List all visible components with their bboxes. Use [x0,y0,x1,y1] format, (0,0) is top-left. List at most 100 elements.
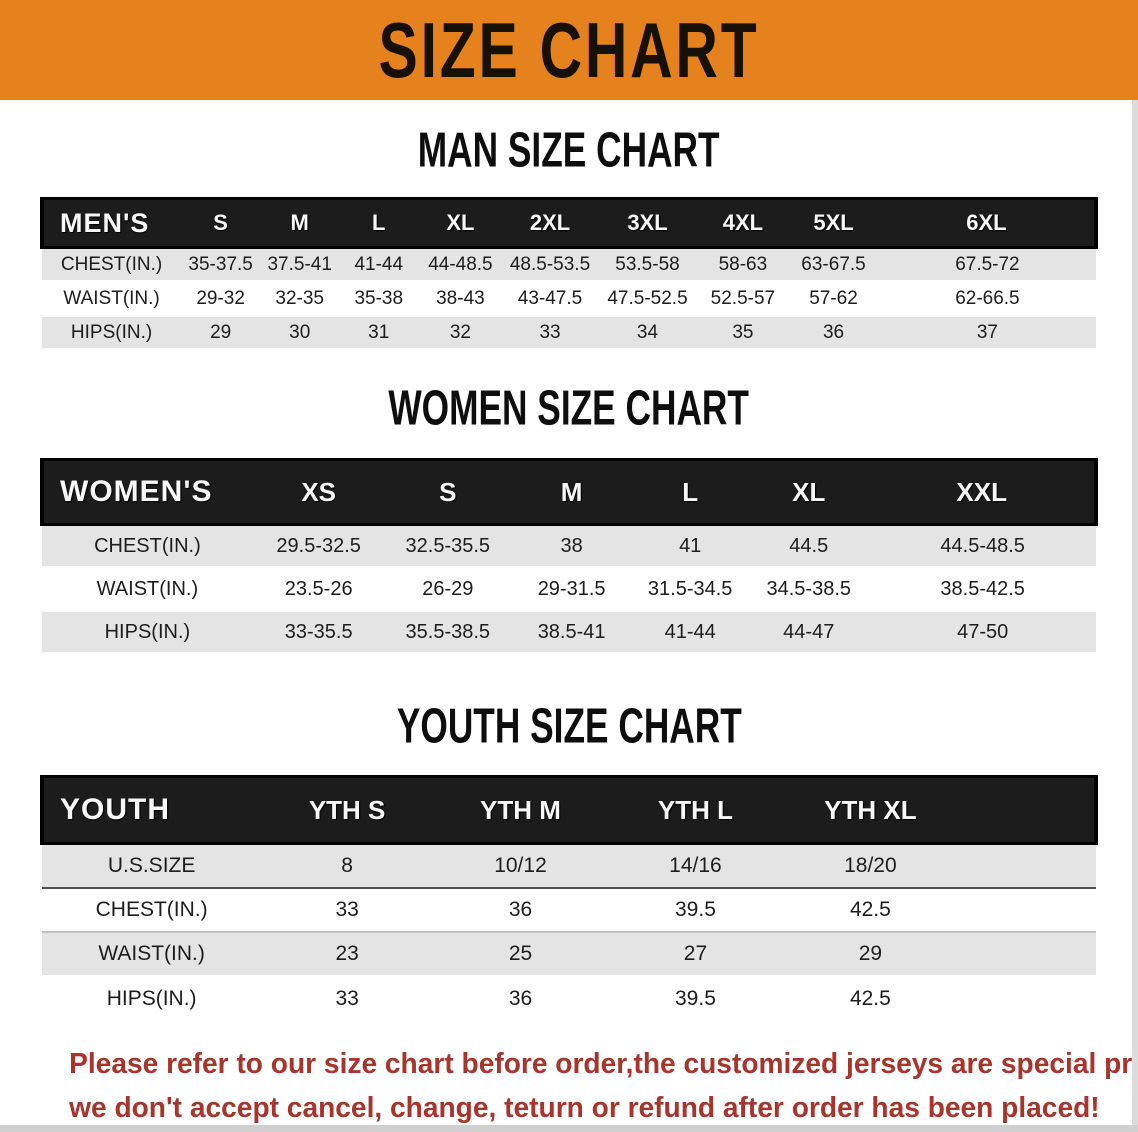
women-cell-0-1: 32.5-35.5 [384,523,512,568]
youth-table-host: YOUTH YTH S YTH M YTH L YTH XL U.S.SIZE 8 10/12… [39,775,1099,1020]
women-cell-0-4: 44.5 [748,523,870,568]
youth-section-heading: YOUTH SIZE CHART [40,652,1098,775]
youth-cell-0-3: 18/20 [782,842,958,888]
men-cell-0-2: 41-44 [339,246,419,282]
banner-title: SIZE CHART [378,6,760,94]
youth-heading-text: YOUTH SIZE CHART [396,697,742,754]
men-column-header-4: 2XL [502,197,598,249]
youth-row-label-0: U.S.SIZE [42,842,262,888]
women-column-header-3: L [632,458,749,526]
men-cell-0-7: 63-67.5 [788,246,879,282]
men-cell-0-4: 48.5-53.5 [502,246,598,282]
youth-cell-0-0: 8 [261,842,434,888]
disclaimer-line-2: we don't accept cancel, change, teturn o… [69,1092,1100,1124]
men-column-header-3: XL [418,197,503,249]
women-size-table: WOMEN'S XS S M L XL XXL CHEST(IN.) 29.5-32.5 32.5… [40,458,1098,652]
youth-row-label-2: WAIST(IN.) [42,931,262,977]
women-cell-0-5: 44.5-48.5 [869,523,1096,568]
men-row-label-0: CHEST(IN.) [42,246,182,282]
youth-data-row-1: CHEST(IN.) 33 36 39.5 42.5 [42,887,1096,932]
men-cell-2-7: 36 [788,314,879,348]
youth-cell-spacer-1 [957,887,1096,932]
men-cell-1-8: 62-66.5 [878,280,1096,316]
youth-cell-3-1: 36 [433,975,608,1020]
women-cell-2-2: 38.5-41 [511,609,633,652]
women-header-row: WOMEN'S XS S M L XL XXL [40,458,1098,526]
women-cell-1-0: 23.5-26 [252,566,385,611]
women-cell-1-3: 31.5-34.5 [632,566,749,611]
women-cell-0-3: 41 [632,523,749,568]
men-column-header-0: S [181,197,261,249]
men-cell-1-0: 29-32 [181,280,261,316]
youth-data-row-0: U.S.SIZE 8 10/12 14/16 18/20 [42,842,1096,888]
men-column-header-8: 6XL [878,197,1099,249]
men-data-row-1: WAIST(IN.) 29-32 32-35 35-38 38-43 43-47.5 47.… [42,280,1096,316]
youth-cell-0-1: 10/12 [433,842,608,888]
youth-cell-3-0: 33 [261,975,434,1020]
youth-cell-1-2: 39.5 [607,887,783,932]
disclaimer: Please refer to our size chart before or… [40,1042,1138,1130]
men-cell-0-6: 58-63 [697,246,789,282]
men-row-label-2: HIPS(IN.) [42,314,182,348]
section-men: MAN SIZE CHART MEN'S S M L XL 2XL 3XL 4XL 5XL 6XL… [39,100,1099,348]
women-cell-2-4: 44-47 [748,609,870,652]
women-heading-text: WOMEN SIZE CHART [388,379,750,436]
youth-column-header-spacer [957,775,1099,845]
disclaimer-line-1: Please refer to our size chart before or… [69,1048,1138,1080]
youth-data-row-3: HIPS(IN.) 33 36 39.5 42.5 [42,975,1096,1020]
youth-cell-1-0: 33 [261,887,434,932]
men-cell-1-1: 32-35 [260,280,340,316]
women-cell-1-1: 26-29 [384,566,512,611]
women-column-header-5: XXL [869,458,1098,526]
men-row-label-1: WAIST(IN.) [42,280,182,316]
men-cell-1-2: 35-38 [339,280,419,316]
women-cell-1-4: 34.5-38.5 [748,566,870,611]
section-youth: YOUTH SIZE CHART YOUTH YTH S YTH M YTH L YTH… [39,652,1099,1020]
women-data-row-0: CHEST(IN.) 29.5-32.5 32.5-35.5 38 41 44.5 44.5… [42,523,1096,568]
men-column-header-5: 3XL [597,197,698,249]
youth-cell-spacer-0 [957,842,1096,888]
youth-table-title: YOUTH [39,775,262,845]
youth-cell-0-2: 14/16 [607,842,783,888]
men-cell-2-6: 35 [697,314,789,348]
men-cell-2-4: 33 [502,314,598,348]
women-cell-0-0: 29.5-32.5 [252,523,385,568]
men-cell-0-3: 44-48.5 [418,246,503,282]
women-row-label-2: HIPS(IN.) [42,609,253,652]
men-cell-0-0: 35-37.5 [181,246,261,282]
men-cell-1-3: 38-43 [418,280,503,316]
women-row-label-1: WAIST(IN.) [42,566,253,611]
men-cell-2-2: 31 [339,314,419,348]
women-column-header-1: S [384,458,512,526]
men-section-heading: MAN SIZE CHART [40,100,1098,197]
men-table-host: MEN'S S M L XL 2XL 3XL 4XL 5XL 6XL CHEST(IN.) 35-37… [39,197,1099,348]
men-cell-0-8: 67.5-72 [878,246,1096,282]
men-cell-2-1: 30 [260,314,340,348]
men-heading-text: MAN SIZE CHART [418,121,720,178]
men-cell-2-8: 37 [878,314,1096,348]
youth-header-row: YOUTH YTH S YTH M YTH L YTH XL [39,775,1099,845]
right-edge-strip [1132,100,1138,1132]
women-cell-2-5: 47-50 [869,609,1096,652]
men-cell-1-6: 52.5-57 [697,280,789,316]
women-table-host: WOMEN'S XS S M L XL XXL CHEST(IN.) 29.5-32.5 32.5… [40,458,1098,652]
women-data-row-1: WAIST(IN.) 23.5-26 26-29 29-31.5 31.5-34.5 34… [42,566,1096,611]
men-data-row-2: HIPS(IN.) 29 30 31 32 33 34 35 36 37 [42,314,1096,348]
men-cell-0-1: 37.5-41 [260,246,340,282]
men-cell-2-3: 32 [418,314,503,348]
youth-size-table: YOUTH YTH S YTH M YTH L YTH XL U.S.SIZE 8 10/12… [39,775,1099,1020]
women-cell-2-0: 33-35.5 [252,609,385,652]
men-column-header-1: M [260,197,340,249]
women-row-label-0: CHEST(IN.) [42,523,253,568]
men-table-title: MEN'S [39,197,182,249]
men-column-header-6: 4XL [697,197,789,249]
youth-column-header-3: YTH XL [782,775,958,845]
women-column-header-4: XL [748,458,870,526]
women-cell-1-5: 38.5-42.5 [869,566,1096,611]
youth-cell-2-2: 27 [607,931,783,977]
women-column-header-0: XS [252,458,385,526]
youth-row-label-1: CHEST(IN.) [42,887,262,932]
youth-cell-1-1: 36 [433,887,608,932]
women-cell-2-3: 41-44 [632,609,749,652]
